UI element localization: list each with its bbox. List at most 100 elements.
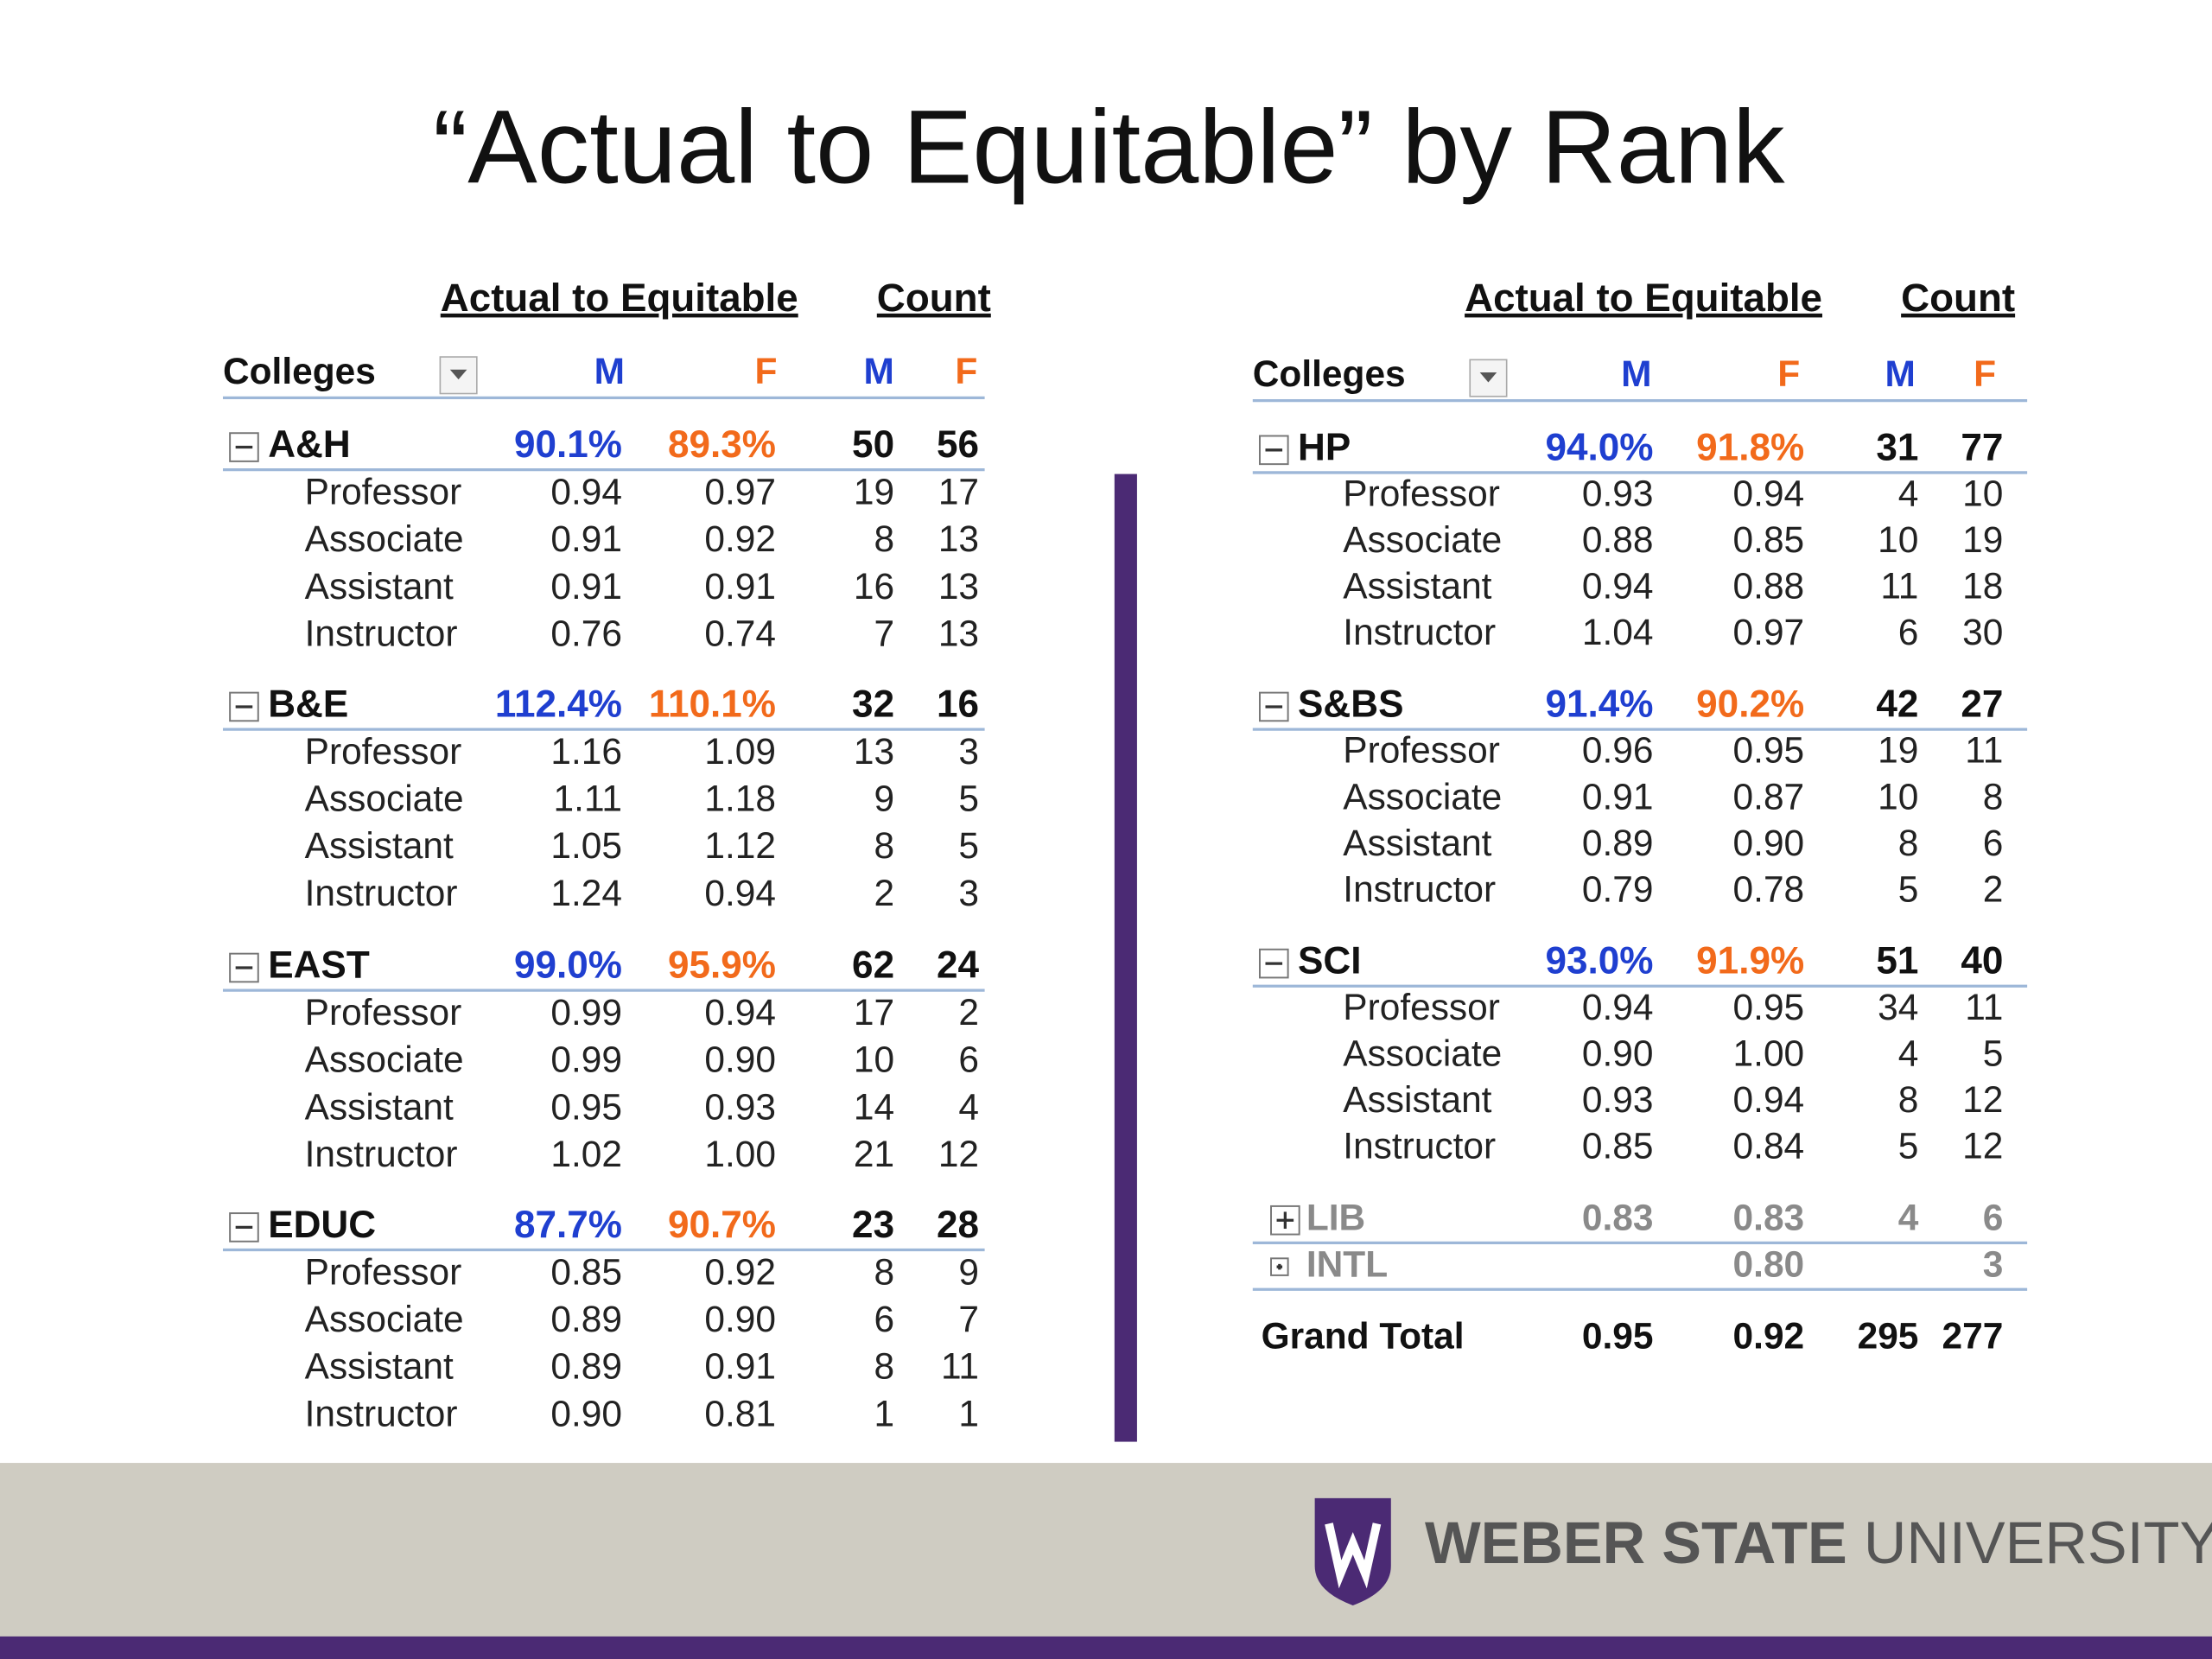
cell-value: 34 bbox=[1878, 987, 1918, 1027]
group-value: 62 bbox=[852, 944, 894, 987]
cell-value: 0.94 bbox=[1582, 566, 1654, 607]
grand-total-value: 0.95 bbox=[1582, 1316, 1654, 1357]
group-value: 16 bbox=[937, 683, 979, 726]
group-value: 77 bbox=[1961, 426, 2003, 468]
cell-value: 0.95 bbox=[1733, 987, 1805, 1027]
cell-value: 0.93 bbox=[1582, 1079, 1654, 1120]
cell-value: 11 bbox=[1965, 730, 2003, 771]
cell-value: 11 bbox=[941, 1346, 979, 1387]
cell-value: 2 bbox=[874, 873, 894, 913]
divider bbox=[1114, 474, 1137, 1442]
cell-value: 8 bbox=[874, 1346, 894, 1387]
cell-value: 0.99 bbox=[550, 1039, 622, 1080]
column-group-header: Actual to Equitable bbox=[1465, 276, 1822, 320]
group-value: 31 bbox=[1876, 426, 1918, 468]
column-header: M bbox=[1885, 353, 1916, 394]
cell-value: 2 bbox=[1983, 868, 2004, 909]
row-label: Associate bbox=[305, 1039, 464, 1080]
row-label: Instructor bbox=[305, 873, 458, 913]
cell-value: 5 bbox=[958, 825, 979, 866]
cell-value: 1.00 bbox=[1733, 1033, 1805, 1073]
cell-value: 1.24 bbox=[550, 873, 622, 913]
group-name: S&BS bbox=[1298, 683, 1403, 726]
column-header: M bbox=[594, 351, 625, 391]
column-header: F bbox=[955, 351, 977, 391]
cell-value: 0.90 bbox=[1733, 823, 1805, 863]
cell-value: 0.93 bbox=[704, 1086, 776, 1127]
column-group-header: Count bbox=[877, 276, 991, 320]
cell-value: 0.87 bbox=[1733, 776, 1805, 817]
group-value: 32 bbox=[852, 683, 894, 726]
cell-value: 9 bbox=[958, 1251, 979, 1292]
group-value: 112.4% bbox=[495, 683, 622, 726]
column-header: Colleges bbox=[1253, 353, 1406, 394]
row-label: Assistant bbox=[305, 1086, 454, 1127]
group-value: 89.3% bbox=[668, 423, 776, 466]
cell-value: 0.91 bbox=[1582, 776, 1654, 817]
cell-value: 11 bbox=[1880, 566, 1918, 607]
group-name: B&E bbox=[268, 683, 348, 726]
cell-value: 13 bbox=[938, 613, 979, 654]
cell-value: 1.02 bbox=[550, 1134, 622, 1174]
row-label: Instructor bbox=[305, 613, 458, 654]
footer-bar bbox=[0, 1636, 2212, 1659]
row-label: Instructor bbox=[1343, 612, 1496, 652]
cell-value: 16 bbox=[854, 566, 894, 607]
cell-value: 1 bbox=[874, 1393, 894, 1433]
cell-value: 9 bbox=[874, 779, 894, 819]
cell-value: 0.90 bbox=[704, 1299, 776, 1339]
cell-value: 3 bbox=[958, 873, 979, 913]
cell-value: 0.92 bbox=[704, 1251, 776, 1292]
row-label: Professor bbox=[305, 1251, 462, 1292]
cell-value: 4 bbox=[1898, 474, 1919, 514]
collapsed-group-name: LIB bbox=[1306, 1197, 1365, 1237]
cell-value: 0.94 bbox=[550, 471, 622, 512]
group-value: 99.0% bbox=[514, 944, 622, 987]
cell-value: 0.95 bbox=[1733, 730, 1805, 771]
cell-value: 0.93 bbox=[1582, 474, 1654, 514]
cell-value: 1.04 bbox=[1582, 612, 1654, 652]
group-value: 94.0% bbox=[1545, 426, 1653, 468]
cell-value: 8 bbox=[1898, 823, 1919, 863]
cell-value: 8 bbox=[874, 1251, 894, 1292]
logo-bold: WEBER STATE bbox=[1425, 1510, 1847, 1576]
cell-value: 0.91 bbox=[550, 518, 622, 559]
cell-value: 8 bbox=[874, 825, 894, 866]
cell-value: 8 bbox=[874, 518, 894, 559]
row-label: Associate bbox=[1343, 776, 1502, 817]
cell-value: 6 bbox=[1898, 612, 1919, 652]
cell-value: 0.90 bbox=[1582, 1033, 1654, 1073]
row-label: Assistant bbox=[1343, 1079, 1491, 1120]
cell-value: 0.92 bbox=[704, 518, 776, 559]
row-label: Instructor bbox=[305, 1134, 458, 1174]
row-label: Professor bbox=[1343, 987, 1500, 1027]
group-value: 91.9% bbox=[1696, 940, 1804, 982]
cell-value: 0.97 bbox=[704, 471, 776, 512]
cell-value: 18 bbox=[1962, 566, 2003, 607]
cell-value: 0.84 bbox=[1733, 1126, 1805, 1166]
cell-value: 0.88 bbox=[1582, 519, 1654, 560]
cell-value: 19 bbox=[1878, 730, 1918, 771]
cell-value: 17 bbox=[938, 471, 979, 512]
group-value: 27 bbox=[1961, 683, 2003, 726]
group-value: 87.7% bbox=[514, 1204, 622, 1246]
group-name: EAST bbox=[268, 944, 370, 987]
cell-value: 0.89 bbox=[550, 1346, 622, 1387]
cell-value: 21 bbox=[854, 1134, 894, 1174]
cell-value: 1.12 bbox=[704, 825, 776, 866]
cell-value: 0.90 bbox=[550, 1393, 622, 1433]
cell-value: 1.05 bbox=[550, 825, 622, 866]
cell-value: 0.85 bbox=[550, 1251, 622, 1292]
dropdown-arrow bbox=[449, 369, 467, 380]
column-header: F bbox=[755, 351, 778, 391]
collapsed-group-value: 0.80 bbox=[1733, 1243, 1805, 1284]
cell-value: 2 bbox=[958, 992, 979, 1033]
cell-value: 10 bbox=[1962, 474, 2003, 514]
collapsed-group-value: 3 bbox=[1983, 1243, 2004, 1284]
row-label: Assistant bbox=[1343, 566, 1491, 607]
group-value: 90.7% bbox=[668, 1204, 776, 1246]
collapsed-group-value: 0.83 bbox=[1733, 1197, 1805, 1237]
cell-value: 0.94 bbox=[704, 992, 776, 1033]
collapsed-group-value: 4 bbox=[1898, 1197, 1919, 1237]
